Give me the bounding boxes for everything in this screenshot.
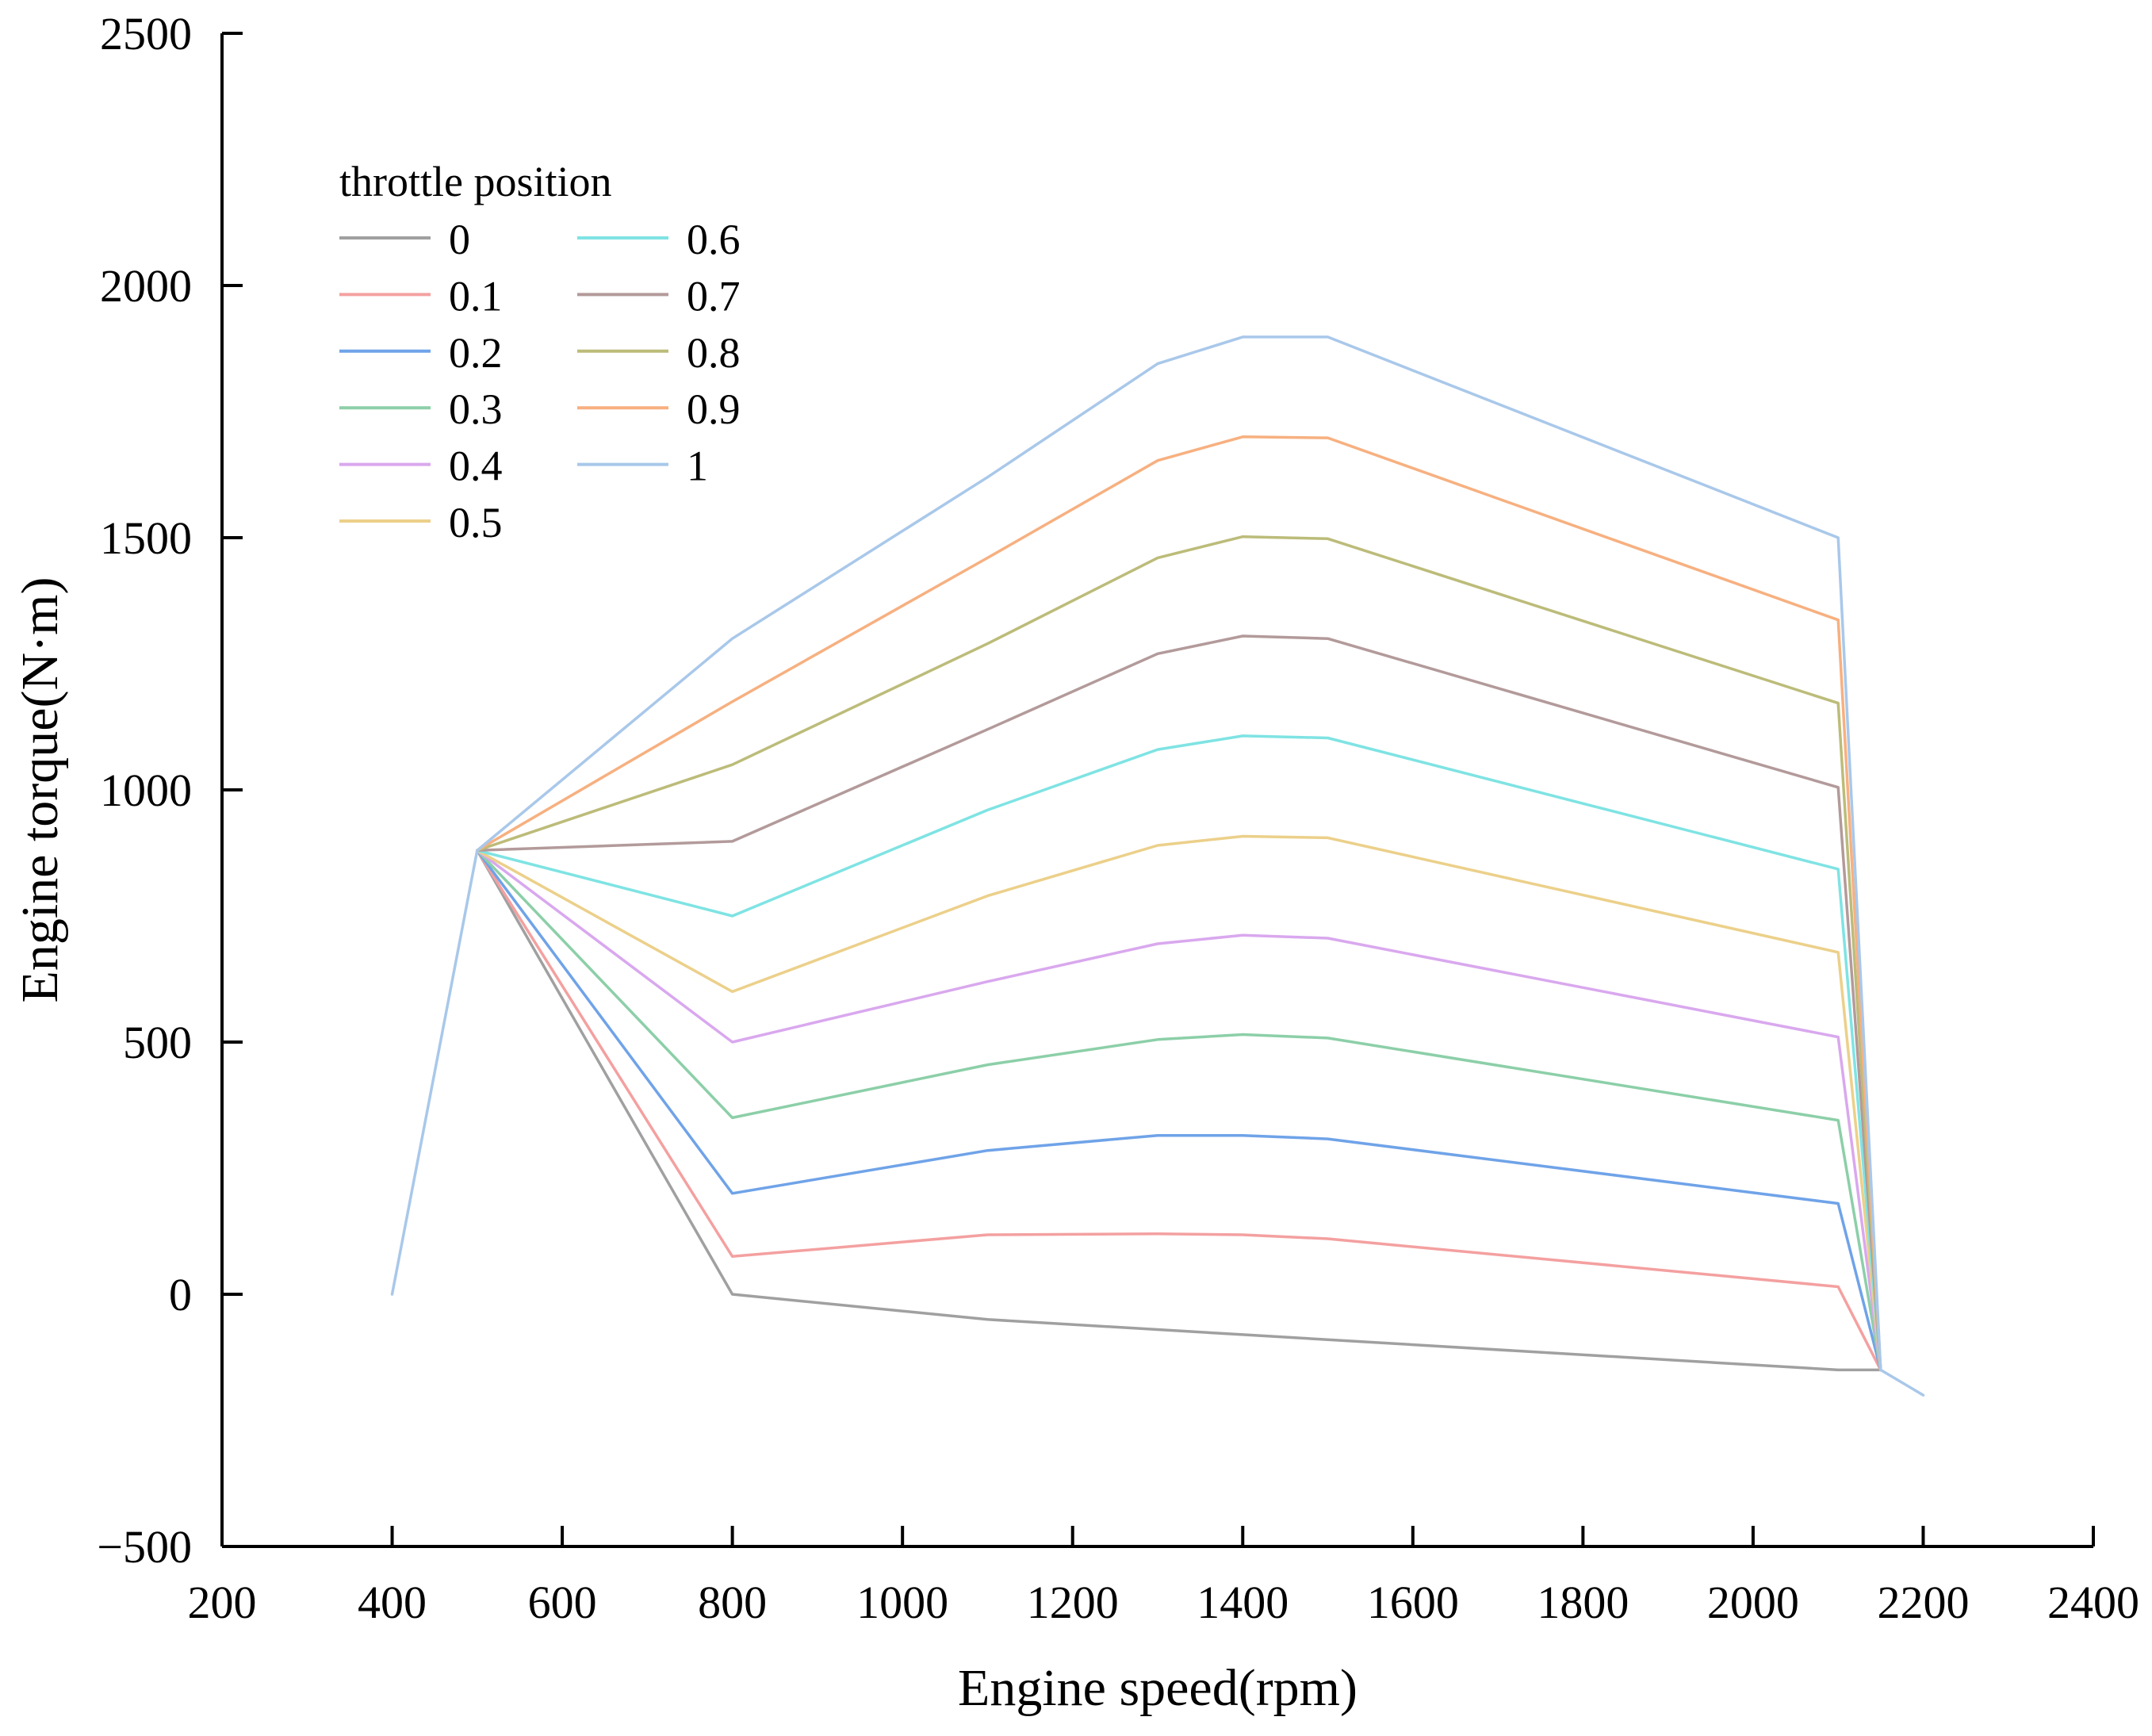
x-tick-label: 1600	[1367, 1577, 1459, 1628]
x-axis-title: Engine speed(rpm)	[958, 1659, 1357, 1717]
y-ticks: −500 0 500 1000 1500 2000 2500	[97, 8, 243, 1573]
series-line-1	[390, 335, 1925, 1397]
legend-label: 0.8	[687, 329, 741, 377]
series-layer	[390, 335, 1925, 1397]
x-tick-label: 1000	[856, 1577, 948, 1628]
legend-label: 0.1	[449, 272, 503, 320]
x-tick-label: 1800	[1537, 1577, 1629, 1628]
legend-label: 0.6	[687, 216, 741, 263]
y-tick-label: 2500	[100, 8, 192, 59]
x-tick-label: 2000	[1707, 1577, 1799, 1628]
legend-label: 0.5	[449, 499, 503, 546]
legend-label: 0.3	[449, 385, 503, 433]
legend-label: 1	[687, 443, 708, 490]
series-line-0-2	[476, 849, 1882, 1372]
x-tick-label: 200	[188, 1577, 257, 1628]
series-line-0-9	[476, 435, 1882, 1372]
legend: throttle position 0 0.1 0.2 0.3 0.4 0.5 0.6 0.7…	[339, 158, 741, 546]
series-line-0-1	[476, 849, 1882, 1372]
legend-items: 0 0.1 0.2 0.3 0.4 0.5 0.6 0.7 0.8 0.9 1	[339, 216, 741, 546]
x-tick-label: 1200	[1027, 1577, 1119, 1628]
y-tick-label: 2000	[100, 260, 192, 312]
series-line-0-5	[476, 834, 1882, 1372]
legend-title: throttle position	[339, 158, 612, 205]
legend-label: 0.7	[687, 272, 741, 320]
legend-label: 0.4	[449, 443, 503, 490]
legend-label: 0.9	[687, 385, 741, 433]
x-tick-label: 2400	[2047, 1577, 2139, 1628]
legend-label: 0.2	[449, 329, 503, 377]
y-tick-label: −500	[97, 1521, 192, 1573]
series-line-0-8	[476, 535, 1882, 1372]
y-tick-label: 1000	[100, 765, 192, 816]
series-line-0-7	[476, 634, 1882, 1372]
series-line-0-6	[476, 734, 1882, 1372]
axes: 200 400 600 800 1000 1200 1400 1600 1800 2000 2200…	[97, 8, 2139, 1628]
legend-label: 0	[449, 216, 470, 263]
series-line-0-4	[476, 849, 1882, 1372]
x-tick-label: 600	[528, 1577, 597, 1628]
x-tick-label: 1400	[1197, 1577, 1289, 1628]
y-tick-label: 0	[169, 1269, 192, 1320]
x-tick-label: 2200	[1877, 1577, 1969, 1628]
x-tick-label: 400	[358, 1577, 427, 1628]
series-line-0	[476, 849, 1882, 1372]
y-tick-label: 500	[123, 1017, 192, 1068]
x-tick-label: 800	[698, 1577, 767, 1628]
y-axis-title: Engine torque(N·m)	[11, 577, 69, 1003]
y-tick-label: 1500	[100, 512, 192, 564]
series-line-0-3	[476, 849, 1882, 1372]
x-ticks: 200 400 600 800 1000 1200 1400 1600 1800 2000 2200…	[188, 1526, 2139, 1628]
